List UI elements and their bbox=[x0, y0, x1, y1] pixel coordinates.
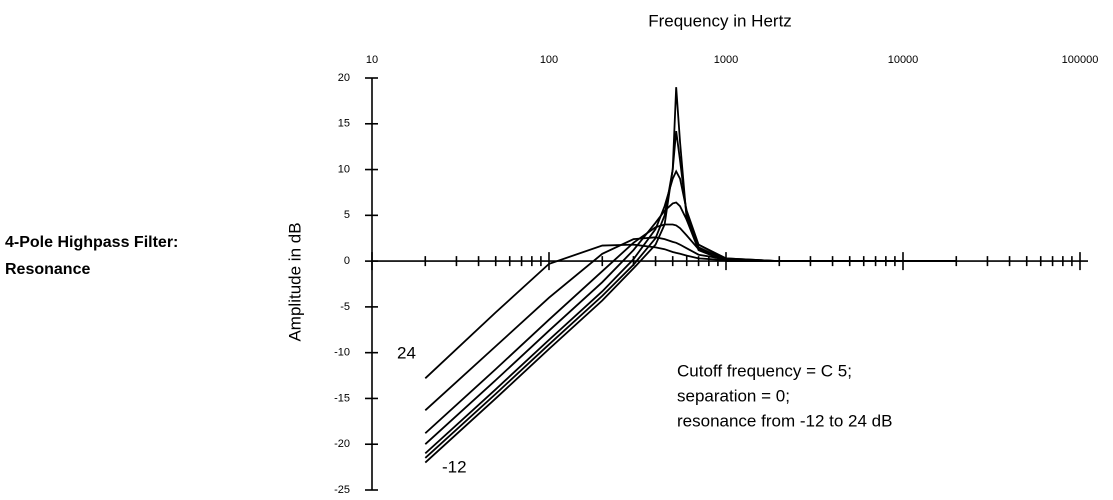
x-tick-label: 100 bbox=[540, 54, 558, 66]
series-line bbox=[424, 243, 957, 379]
y-tick-label: 15 bbox=[338, 118, 350, 130]
x-tick-label: 10000 bbox=[888, 54, 919, 66]
y-tick-label: -5 bbox=[340, 301, 350, 313]
x-tick-label: 100000 bbox=[1062, 54, 1099, 66]
y-axis-label: Amplitude in dB bbox=[285, 222, 304, 341]
annotation: -12 bbox=[442, 457, 467, 476]
note: resonance from -12 to 24 dB bbox=[677, 411, 892, 430]
x-tick-label: 10 bbox=[366, 54, 378, 66]
y-tick-label: 5 bbox=[344, 209, 350, 221]
note: Cutoff frequency = C 5; bbox=[677, 361, 852, 380]
y-tick-label: -10 bbox=[334, 347, 350, 359]
series-line bbox=[424, 169, 957, 455]
y-tick-label: -15 bbox=[334, 392, 350, 404]
annotation: 24 bbox=[397, 343, 416, 362]
series-line bbox=[424, 130, 957, 459]
y-tick-label: -25 bbox=[334, 484, 350, 496]
note: separation = 0; bbox=[677, 386, 790, 405]
x-tick-label: 1000 bbox=[714, 54, 738, 66]
series-line bbox=[424, 87, 957, 464]
side-title: 4-Pole Highpass Filter: bbox=[5, 234, 178, 251]
y-tick-label: 20 bbox=[338, 72, 350, 84]
y-tick-label: 10 bbox=[338, 163, 350, 175]
chart-title: Frequency in Hertz bbox=[648, 11, 792, 30]
series-line bbox=[424, 201, 957, 445]
y-tick-label: 0 bbox=[344, 255, 350, 267]
side-title: Resonance bbox=[5, 261, 90, 278]
y-tick-label: -20 bbox=[334, 438, 350, 450]
